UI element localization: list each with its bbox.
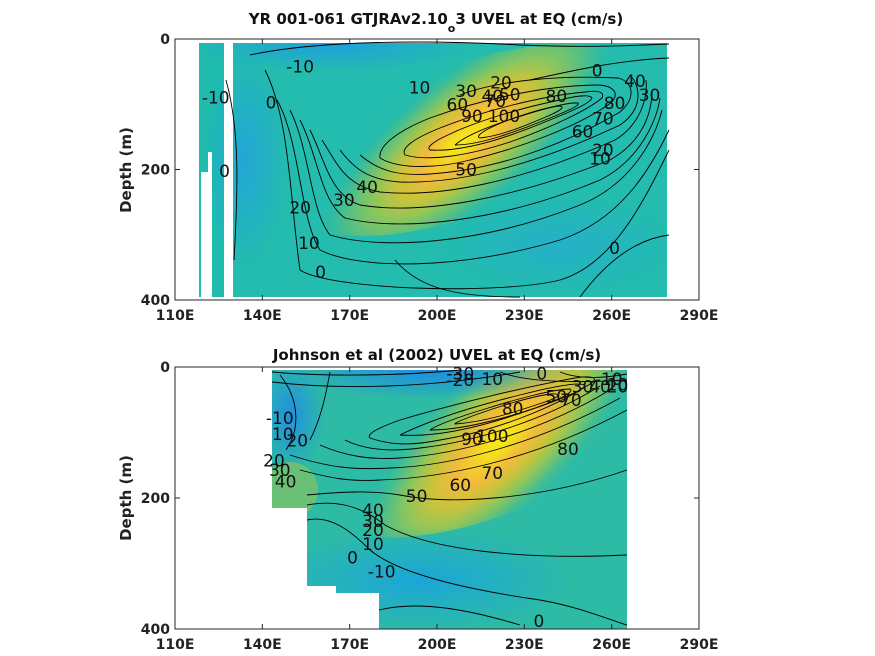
contour-label: 10 — [409, 78, 431, 98]
contour-label: 100 — [476, 427, 508, 447]
contour-label: 0 — [609, 239, 620, 259]
contour-label: 0 — [347, 549, 358, 569]
x-tick-label: 170E — [330, 308, 369, 324]
contour-label: 0 — [219, 162, 230, 182]
contour-label: -10 — [286, 57, 314, 77]
contour-label: 70 — [484, 92, 506, 112]
contour-label: 20 — [263, 452, 285, 472]
contour-label: 0 — [536, 365, 547, 385]
x-tick-label: 200E — [418, 637, 457, 653]
contour-label: 40 — [356, 178, 378, 198]
contour-label: 60 — [572, 123, 594, 143]
contour-label: 30 — [333, 191, 355, 211]
contour-label: 10 — [589, 149, 611, 169]
y-tick-label: 200 — [141, 491, 170, 507]
contour-label: 80 — [502, 399, 524, 419]
contour-label: 30 — [572, 378, 594, 398]
contour-labels: -30-20 10 0 -1010203040507080-1010202030409… — [263, 365, 629, 632]
y-axis-label: Depth (m) — [117, 455, 135, 541]
contour-label: -10 — [368, 562, 396, 582]
contour-label: 70 — [481, 464, 503, 484]
x-tick-label: 110E — [156, 308, 195, 324]
contour-label: 90 — [461, 107, 483, 127]
contour-label: 0 — [592, 61, 603, 81]
y-axis-label: Depth (m) — [117, 127, 135, 213]
contour-lines — [225, 41, 670, 298]
contour-label: 70 — [560, 391, 582, 411]
contour-label: 20 — [490, 74, 512, 94]
contour-label: 10 — [298, 234, 320, 254]
contour-label: 50 — [406, 487, 428, 507]
y-tick-label: 400 — [141, 622, 170, 638]
contour-label: -20 — [446, 371, 474, 391]
panel-model-title: YR 001-061 GTJRAv2.10o3 UVEL at EQ (cm/s… — [248, 10, 623, 35]
x-tick-label: 200E — [418, 308, 457, 324]
contour-label: -30 — [446, 365, 474, 385]
contour-label: 20 — [286, 431, 308, 451]
contour-label: 10 — [607, 376, 629, 396]
x-tick-label: 140E — [243, 308, 282, 324]
contour-label: 40 — [481, 87, 503, 107]
contour-label: 10 — [362, 535, 384, 555]
x-tick-label: 230E — [505, 637, 544, 653]
contour-label: 30 — [455, 82, 477, 102]
x-tick-label: 260E — [592, 308, 631, 324]
contour-label: 50 — [455, 161, 477, 181]
y-tick-label: 400 — [141, 293, 170, 309]
contour-lines — [271, 369, 628, 626]
contour-label: 40 — [589, 378, 611, 398]
contour-label: 20 — [362, 521, 384, 541]
contour-label: 90 — [461, 430, 483, 450]
contour-label: 50 — [499, 85, 521, 105]
contour-label: 80 — [546, 87, 568, 107]
contour-label: 10 — [481, 370, 503, 390]
contour-label: 0 — [315, 263, 326, 283]
contour-label: 20 — [592, 141, 614, 161]
x-tick-label: 110E — [156, 637, 195, 653]
contour-labels: -10-10 0000010101020202030303040404050506… — [202, 57, 660, 283]
y-tick-label: 0 — [160, 360, 170, 376]
contour-label: 30 — [639, 86, 661, 106]
contour-label: 40 — [275, 473, 297, 493]
contour-label: 70 — [592, 110, 614, 130]
x-tick-label: 290E — [680, 637, 719, 653]
contour-label: 0 — [533, 612, 544, 632]
contour-label: 30 — [269, 461, 291, 481]
y-tick-label: 0 — [160, 32, 170, 48]
x-tick-label: 170E — [330, 637, 369, 653]
contour-label: 100 — [488, 107, 520, 127]
contour-label: -10 — [202, 89, 230, 109]
contour-label: 60 — [449, 476, 471, 496]
y-tick-label: 200 — [141, 163, 170, 179]
contour-label: 30 — [362, 512, 384, 532]
contour-label: 80 — [604, 94, 626, 114]
contour-label: 60 — [447, 95, 469, 115]
x-tick-label: 230E — [505, 308, 544, 324]
contour-label: -10 — [266, 409, 294, 429]
contour-label: 50 — [546, 387, 568, 407]
panel-observed-title: Johnson et al (2002) UVEL at EQ (cm/s) — [272, 346, 601, 364]
contour-label: -10 — [595, 370, 623, 390]
panel-observed: Johnson et al (2002) UVEL at EQ (cm/s) — [117, 346, 719, 653]
contour-label: 80 — [557, 440, 579, 460]
x-tick-label: 290E — [680, 308, 719, 324]
contour-label: 40 — [362, 501, 384, 521]
contour-label: 10 — [272, 425, 294, 445]
contour-label: 40 — [624, 72, 646, 92]
x-tick-label: 260E — [592, 637, 631, 653]
contour-label: 20 — [289, 198, 311, 218]
panel-model: YR 001-061 GTJRAv2.10o3 UVEL at EQ (cm/s… — [117, 10, 719, 324]
contour-label: 0 — [266, 93, 277, 113]
x-tick-label: 140E — [243, 637, 282, 653]
contour-label: 20 — [607, 378, 629, 398]
